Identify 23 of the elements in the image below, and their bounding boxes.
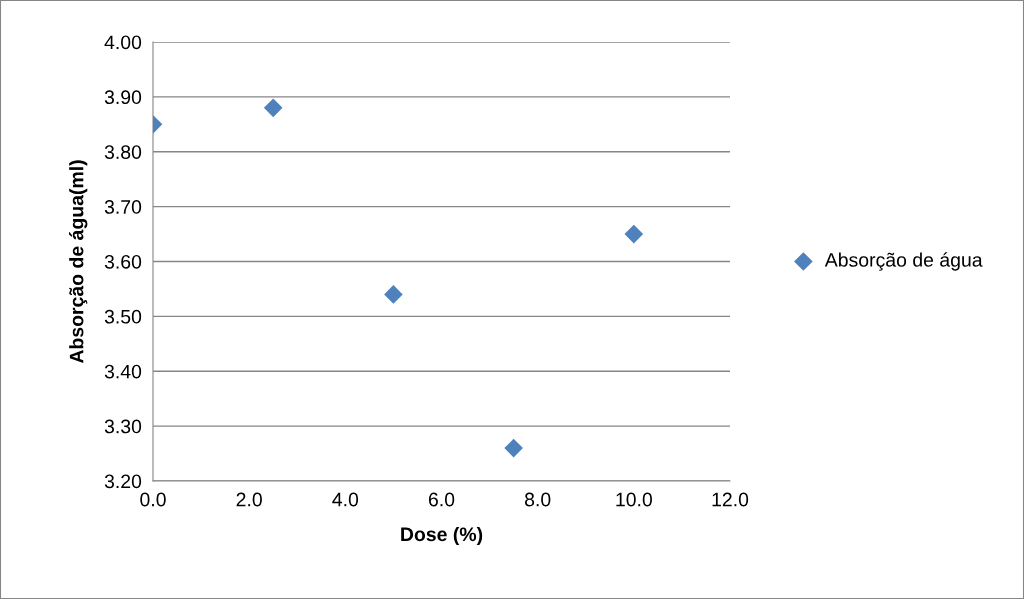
point (263, 98, 283, 118)
point (624, 224, 644, 244)
x-tick-label: 4.0 (332, 492, 359, 507)
legend-label: Absorção de água (824, 252, 983, 271)
x-tick-label: 10.0 (616, 492, 652, 507)
y-axis-title: Absorção de água(ml) (69, 160, 88, 364)
x-tick-label: 8.0 (525, 492, 551, 507)
y-tick-label: 3.60 (104, 254, 142, 269)
y-tick-label: 4.00 (104, 35, 142, 50)
y-tick-label: 3.80 (104, 145, 142, 159)
y-tick-label: 3.20 (104, 474, 142, 489)
x-tick-label: 0.0 (140, 492, 166, 507)
x-tick-label: 2.0 (236, 492, 262, 507)
x-axis-title: Dose (%) (401, 526, 483, 546)
y-tick-label: 3.70 (104, 200, 142, 214)
y-tick-label: 3.40 (104, 364, 142, 379)
point (384, 285, 403, 304)
point (504, 438, 523, 458)
y-tick-label: 3.90 (104, 90, 142, 105)
x-tick-label: 12.0 (712, 492, 749, 507)
x-tick-label: 6.0 (428, 492, 455, 507)
y-tick-label: 3.30 (104, 419, 142, 434)
y-tick-label: 3.50 (104, 309, 142, 324)
